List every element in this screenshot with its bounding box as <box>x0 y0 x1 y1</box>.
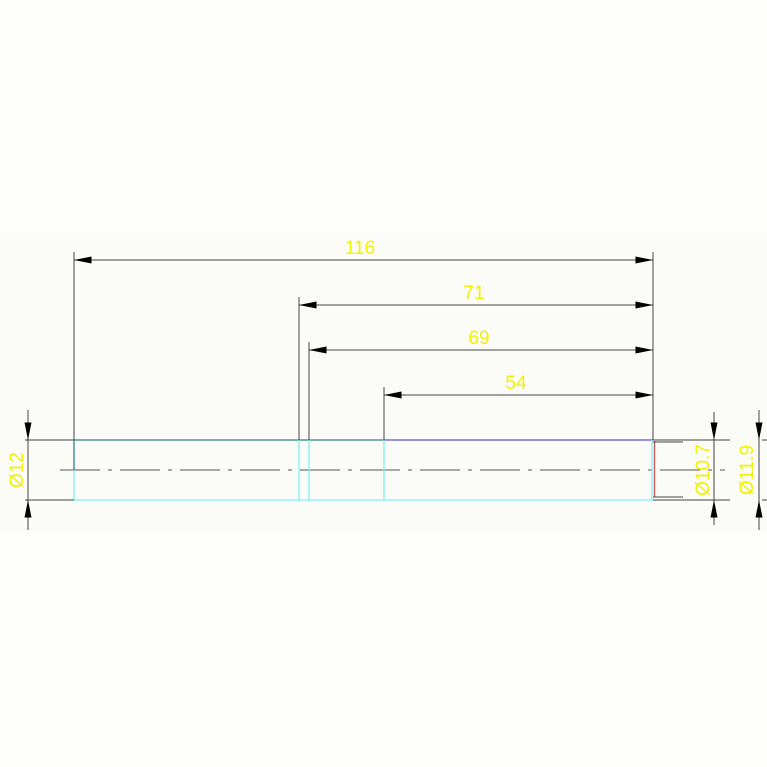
dim-text-dia-11-9: Ø11.9 <box>737 445 758 495</box>
dim-text-54: 54 <box>505 373 527 394</box>
dimension-lines <box>24 256 763 530</box>
dim-text-69: 69 <box>468 328 489 349</box>
dim-text-dia-12: Ø12 <box>7 452 28 488</box>
dim-text-116: 116 <box>345 238 375 259</box>
dim-text-71: 71 <box>463 283 484 304</box>
shaft-outline <box>73 439 656 501</box>
dim-text-dia-10-7: Ø10.7 <box>693 444 714 496</box>
